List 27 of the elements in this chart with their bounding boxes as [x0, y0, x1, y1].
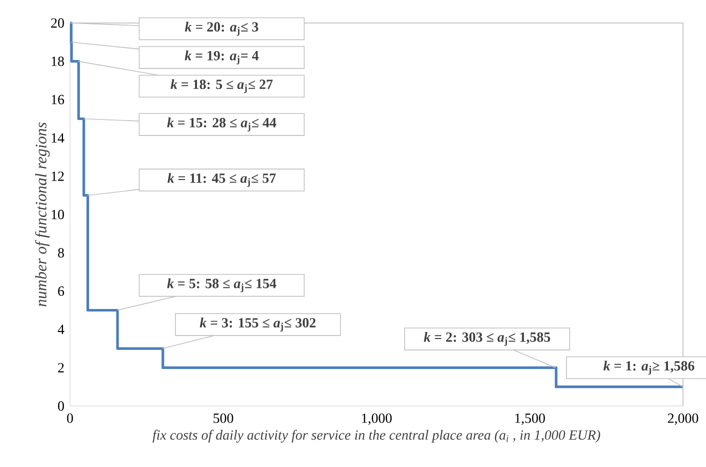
annotation: k = 15: 28 ≤ a$_{j}$≤ 44	[167, 118, 276, 132]
x-tick-label: 2,000	[668, 414, 698, 425]
annotation: k = 3: 155 ≤ a$_{j}$≤ 302	[200, 318, 316, 332]
annotation: k = 5: 58 ≤ a$_{j}$≤ 154	[167, 278, 276, 292]
x-axis-title: fix costs of daily activity for service in the central place area (a$_{i}$ , in 1,000 EUR)	[152, 430, 600, 443]
y-tick-label: 6	[58, 286, 64, 296]
annotation: k = 18: 5 ≤ a$_{j}$≤ 27	[170, 79, 273, 94]
x-tick-label: 500	[214, 414, 234, 423]
annotation: k = 1: a$_{j}$≥ 1,586	[603, 360, 694, 375]
x-tick-label: 0	[67, 414, 73, 423]
annotation: k = 11: 45 ≤ a$_{j}$≤ 57	[168, 173, 276, 187]
y-tick-label: 20	[51, 18, 64, 28]
y-tick-label: 8	[58, 248, 64, 258]
y-tick-label: 10	[52, 210, 64, 220]
y-tick-label: 16	[52, 94, 64, 104]
y-tick-label: 12	[52, 172, 64, 181]
y-axis-title: number of functional regions	[35, 122, 50, 306]
annotation: k = 19: a$_{j}$= 4	[184, 50, 259, 64]
y-tick-label: 0	[58, 401, 64, 411]
x-tick-label: 1,500	[515, 414, 545, 425]
x-tick-label: 1,000	[362, 414, 392, 425]
y-tick-label: 14	[52, 133, 64, 142]
annotation: k = 20: a$_{j}$≤ 3	[184, 22, 258, 36]
annotation: k = 2: 303 ≤ a$_{j}$≤ 1,585	[424, 332, 550, 346]
y-tick-label: 4	[58, 324, 64, 334]
y-tick-label: 2	[58, 363, 64, 372]
y-tick-label: 18	[52, 56, 64, 66]
